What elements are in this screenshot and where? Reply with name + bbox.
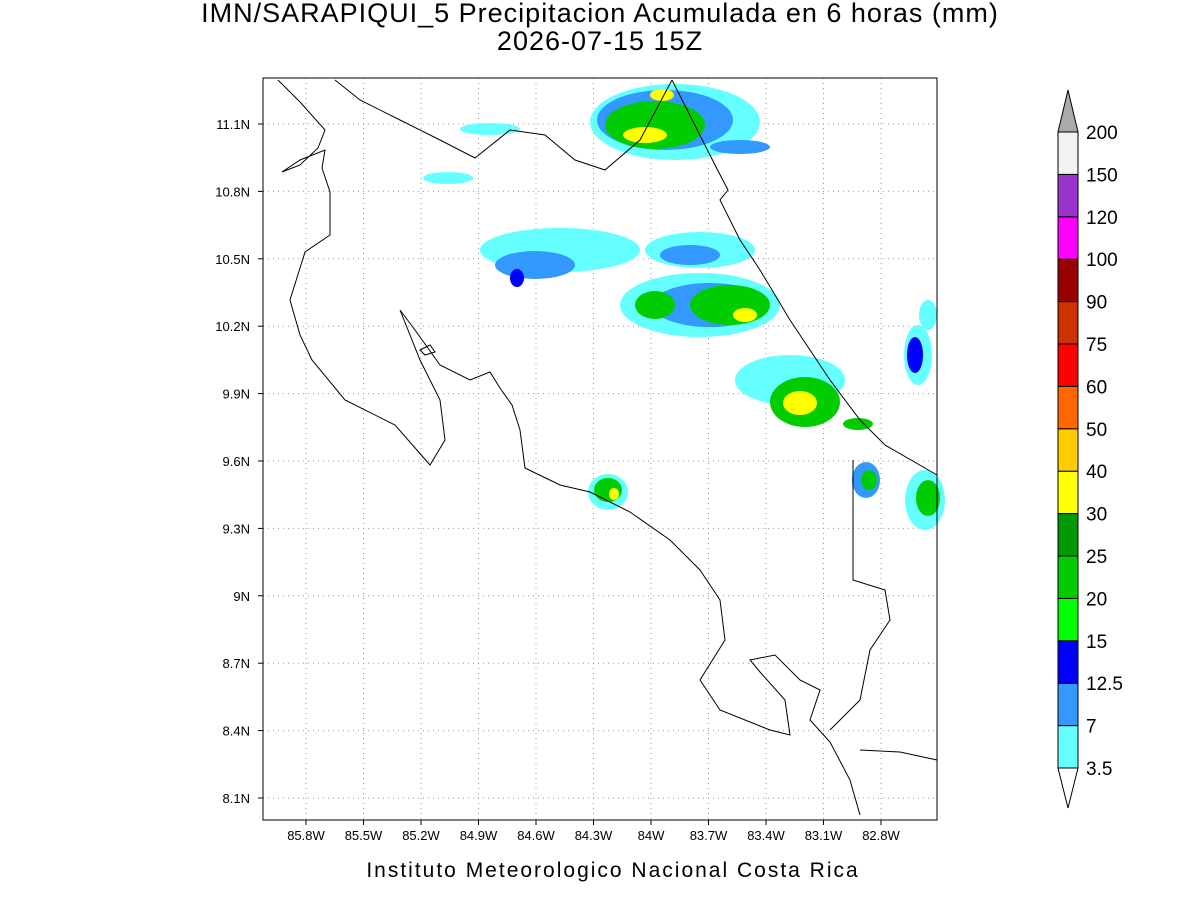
lon-label: 85.8W [287, 828, 325, 843]
lat-label: 11.1N [216, 117, 250, 132]
colorbar-label: 20 [1086, 589, 1107, 610]
map-frame [262, 77, 938, 821]
graticule [258, 78, 937, 825]
colorbar-label: 100 [1086, 250, 1118, 271]
lat-label: 8.1N [223, 791, 250, 806]
colorbar-label: 15 [1086, 632, 1107, 653]
colorbar-label: 40 [1086, 462, 1107, 483]
colorbar-segment [1057, 301, 1079, 345]
credit: Instituto Meteorologico Nacional Costa R… [366, 859, 859, 882]
colorbar-label: 120 [1086, 208, 1118, 229]
lat-label: 9.9N [223, 387, 250, 402]
colorbar-segment [1057, 428, 1079, 472]
lat-label: 8.7N [223, 656, 250, 671]
colorbar-segment [1057, 343, 1079, 387]
title: IMN/SARAPIQUI_5 Precipitacion Acumulada … [201, 0, 999, 28]
colorbar-segment [1057, 131, 1079, 175]
lon-label: 85.2W [402, 828, 440, 843]
colorbar-label: 25 [1086, 547, 1107, 568]
colorbar-segment [1057, 725, 1079, 769]
lat-label: 10.5N [215, 252, 250, 267]
precipitation [423, 84, 945, 530]
lat-label: 10.2N [215, 319, 250, 334]
colorbar-label: 30 [1086, 505, 1107, 526]
coastlines [277, 79, 938, 816]
colorbar-label: 90 [1086, 293, 1107, 314]
lat-label: 9.6N [223, 454, 250, 469]
colorbar-segment [1057, 597, 1079, 642]
colorbar: 3.5 7 12.5 15 20 25 30 40 50 60 75 90 100 120 150 200 [1057, 89, 1123, 809]
colorbar-segment [1057, 513, 1079, 557]
colorbar-segment [1057, 216, 1079, 260]
colorbar-segment [1057, 640, 1079, 684]
colorbar-label: 7 [1086, 717, 1097, 738]
colorbar-label: 150 [1086, 165, 1118, 186]
lon-label: 84.6W [517, 828, 555, 843]
lon-label: 85.5W [345, 828, 383, 843]
colorbar-label: 200 [1086, 123, 1118, 144]
lon-label: 84.9W [460, 828, 498, 843]
lon-label: 82.8W [862, 828, 900, 843]
lon-label: 84W [638, 828, 665, 843]
lon-label: 84.3W [575, 828, 613, 843]
colorbar-label: 12.5 [1086, 674, 1123, 695]
colorbar-segment [1057, 555, 1079, 599]
lat-label: 10.8N [215, 184, 250, 199]
lat-label: 9N [233, 589, 250, 604]
lon-label: 83.4W [747, 828, 785, 843]
colorbar-high [1057, 89, 1079, 133]
colorbar-label: 60 [1086, 377, 1107, 398]
colorbar-label: 50 [1086, 420, 1107, 441]
colorbar-segment [1057, 682, 1079, 727]
subtitle: 2026-07-15 15Z [497, 26, 703, 56]
colorbar-segment [1057, 385, 1079, 430]
colorbar-low [1057, 767, 1079, 809]
colorbar-label: 75 [1086, 335, 1107, 356]
colorbar-segment [1057, 173, 1079, 218]
lat-label: 8.4N [223, 724, 250, 739]
lat-label: 9.3N [223, 521, 250, 536]
lon-label: 83.1W [805, 828, 843, 843]
colorbar-segment [1057, 470, 1079, 515]
lon-label: 83.7W [690, 828, 728, 843]
colorbar-segment [1057, 258, 1079, 303]
colorbar-label: 3.5 [1086, 759, 1112, 780]
